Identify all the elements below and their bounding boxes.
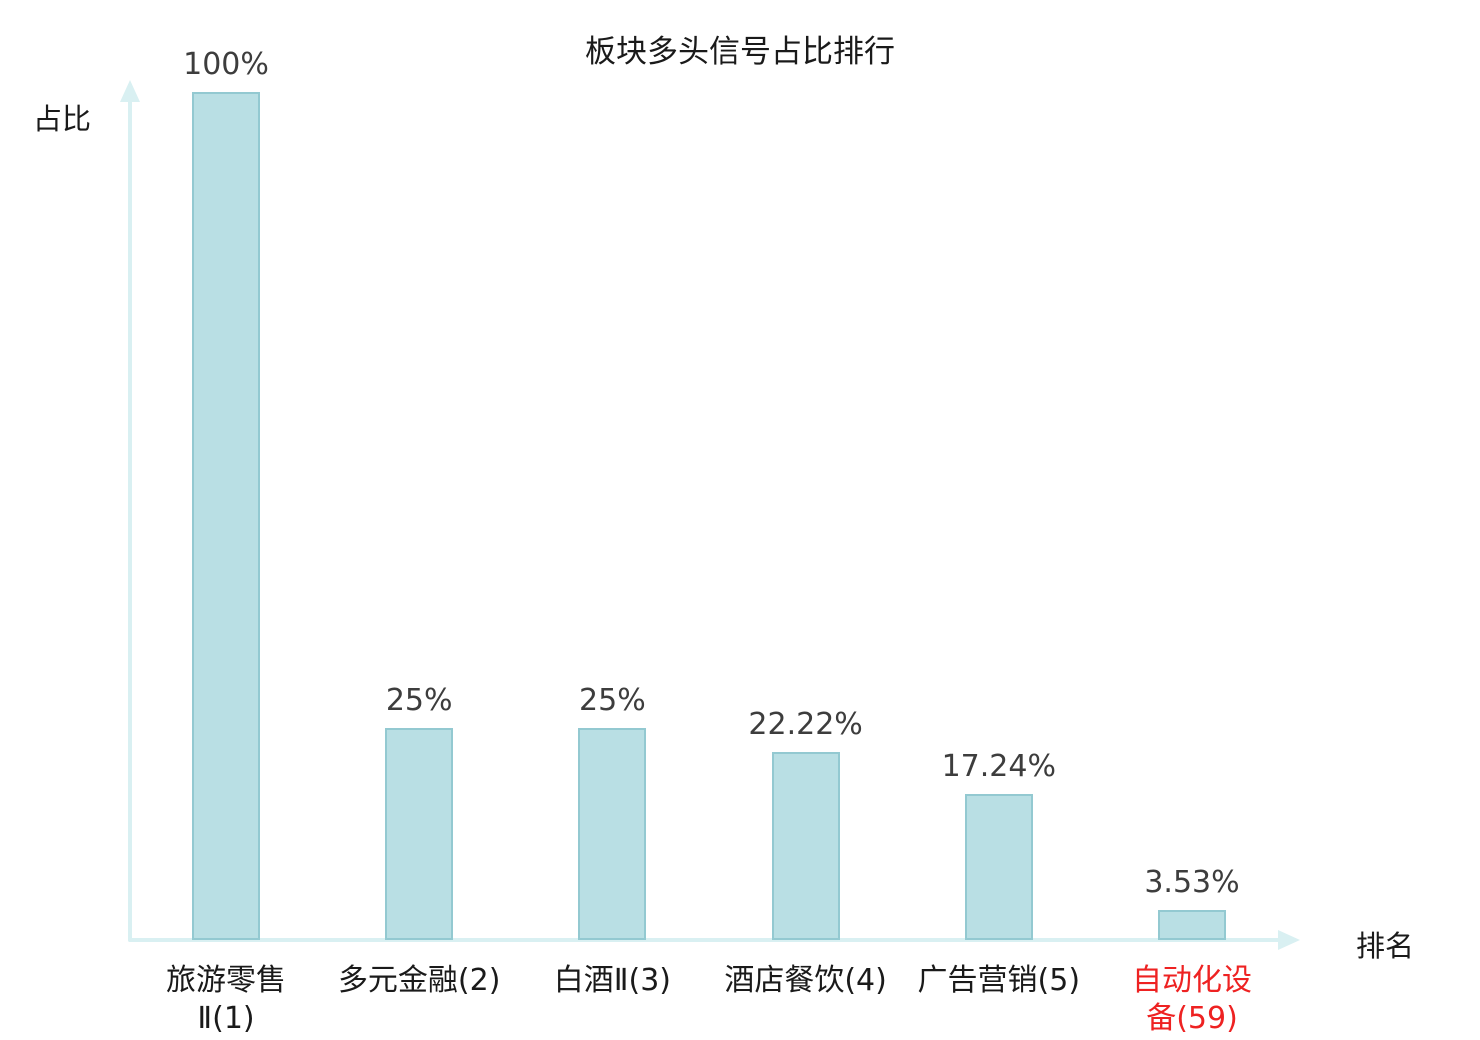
bar-category-label-3: 白酒Ⅱ(3) [553,963,672,998]
bar-5 [964,793,1033,940]
bar-value-label-5: 17.24% [941,748,1056,784]
chart-title: 板块多头信号占比排行 [585,34,895,70]
bar-value-label-6: 3.53% [1144,865,1240,901]
bar-6 [1158,910,1226,940]
y-axis-title: 占比 [33,102,92,136]
bar-1 [192,92,260,940]
bar-value-label-3: 25% [579,683,646,718]
bar-category-label-6: 自动化设 备(59) [1132,963,1252,1036]
bar-category-label-1: 旅游零售 Ⅱ(1) [166,963,286,1036]
bar-3 [578,728,647,940]
y-axis-arrow-icon [120,80,140,102]
bar-category-label-2: 多元金融(2) [337,963,501,998]
bar-2 [385,728,454,940]
x-axis-arrow-icon [1278,930,1300,950]
bar-value-label-4: 22.22% [748,706,863,742]
bar-category-label-4: 酒店餐饮(4) [724,963,887,998]
bar-4 [771,751,840,940]
bar-value-label-1: 100% [183,47,269,82]
x-axis-title: 排名 [1356,929,1415,963]
bar-category-label-5: 广告营销(5) [917,963,1081,998]
bar-value-label-2: 25% [385,683,453,718]
